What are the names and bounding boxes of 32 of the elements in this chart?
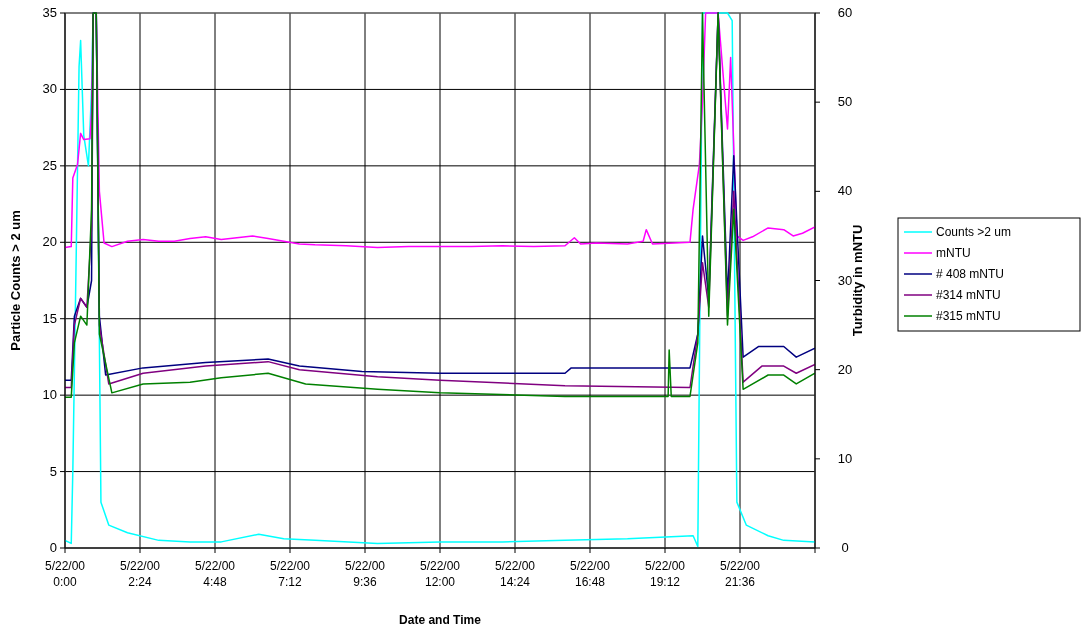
x-tick-label: 5/22/00 9:36	[344, 559, 386, 589]
x-tick-label: 5/22/00 4:48	[194, 559, 236, 589]
x-tick-label: 5/22/00 16:48	[569, 559, 611, 589]
legend-label: #315 mNTU	[936, 309, 1001, 323]
y2-tick-label: 20	[837, 361, 853, 377]
x-tick-label: 5/22/00 7:12	[269, 559, 311, 589]
y-axis-title: Particle Counts > 2 um	[8, 210, 23, 351]
y2-tick-label: 30	[837, 272, 853, 288]
legend-label: # 408 mNTU	[936, 267, 1005, 281]
x-tick-label: 5/22/00 2:24	[119, 559, 161, 589]
x-tick-label: 5/22/00 21:36	[719, 559, 761, 589]
y-tick-label: 30	[42, 81, 57, 97]
y-tick-label: 15	[42, 310, 57, 326]
y2-tick-label: 10	[837, 450, 853, 466]
x-tick-label: 5/22/00 0:00	[44, 559, 86, 589]
y-tick-label: 25	[42, 157, 57, 173]
y-tick-label: 0	[49, 540, 57, 555]
y-tick-label: 10	[42, 387, 57, 403]
y2-tick-label: 60	[837, 5, 853, 20]
legend-label: mNTU	[936, 246, 971, 260]
y2-tick-label: 50	[837, 94, 853, 110]
x-tick-label: 5/22/00 12:00	[419, 559, 461, 589]
y-tick-label: 20	[42, 234, 57, 250]
legend-label: #314 mNTU	[936, 288, 1001, 302]
legend-label: Counts >2 um	[936, 225, 1012, 239]
y2-tick-label: 40	[837, 183, 853, 199]
x-tick-label: 5/22/00 19:12	[644, 559, 686, 589]
x-axis-title: Date and Time	[399, 613, 482, 627]
y-tick-label: 5	[49, 463, 57, 479]
y-tick-label: 35	[42, 5, 57, 20]
y2-tick-label: 0	[841, 540, 849, 555]
x-tick-label: 5/22/00 14:24	[494, 559, 536, 589]
